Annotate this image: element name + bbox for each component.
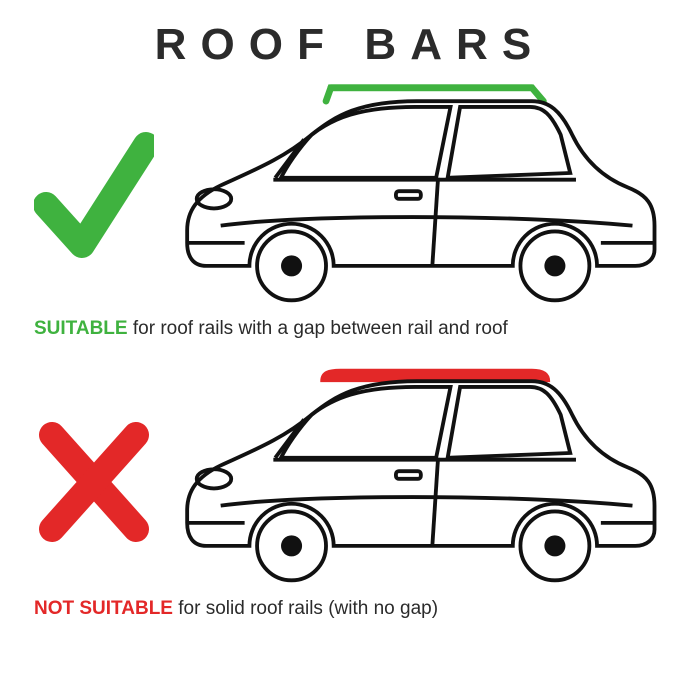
unsuitable-rest: for solid roof rails (with no gap) xyxy=(173,598,438,619)
page-title: ROOF BARS xyxy=(34,20,666,70)
cross-icon xyxy=(34,407,154,547)
unsuitable-panel xyxy=(34,362,666,592)
suitable-rest: for roof rails with a gap between rail a… xyxy=(128,318,508,339)
car-suitable-diagram xyxy=(168,82,666,312)
suitable-caption: SUITABLE for roof rails with a gap betwe… xyxy=(34,318,666,340)
check-icon xyxy=(34,127,154,267)
unsuitable-caption: NOT SUITABLE for solid roof rails (with … xyxy=(34,598,666,620)
suitable-lead: SUITABLE xyxy=(34,318,128,339)
suitable-panel xyxy=(34,82,666,312)
roof-rail-gap xyxy=(326,88,543,101)
car-unsuitable-diagram xyxy=(168,362,666,592)
unsuitable-lead: NOT SUITABLE xyxy=(34,598,173,619)
